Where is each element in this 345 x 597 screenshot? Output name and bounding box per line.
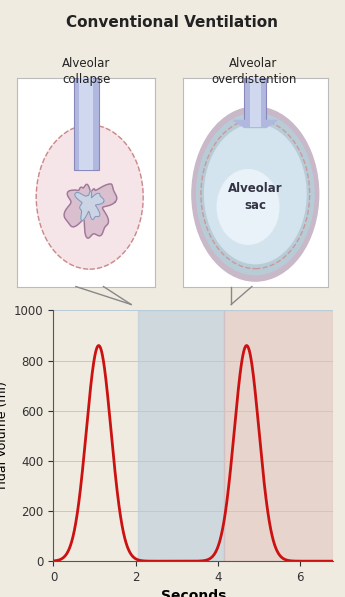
Ellipse shape	[36, 125, 143, 269]
Ellipse shape	[217, 170, 279, 244]
FancyBboxPatch shape	[74, 78, 99, 170]
Polygon shape	[234, 121, 277, 127]
FancyBboxPatch shape	[249, 78, 261, 127]
Text: Conventional Ventilation: Conventional Ventilation	[67, 15, 278, 30]
Polygon shape	[64, 184, 117, 238]
Polygon shape	[75, 191, 104, 221]
Text: Alveolar
sac: Alveolar sac	[228, 182, 283, 212]
FancyBboxPatch shape	[244, 78, 266, 127]
Ellipse shape	[197, 113, 314, 275]
FancyBboxPatch shape	[79, 78, 93, 170]
X-axis label: Seconds: Seconds	[160, 589, 226, 597]
Ellipse shape	[205, 124, 306, 264]
Bar	[138, 310, 224, 561]
Text: Alveolar
collapse: Alveolar collapse	[62, 57, 110, 86]
Bar	[224, 310, 333, 561]
Ellipse shape	[192, 107, 319, 281]
Y-axis label: Tidal Volume (ml): Tidal Volume (ml)	[0, 381, 9, 491]
Text: Alveolar
overdistention: Alveolar overdistention	[211, 57, 296, 86]
